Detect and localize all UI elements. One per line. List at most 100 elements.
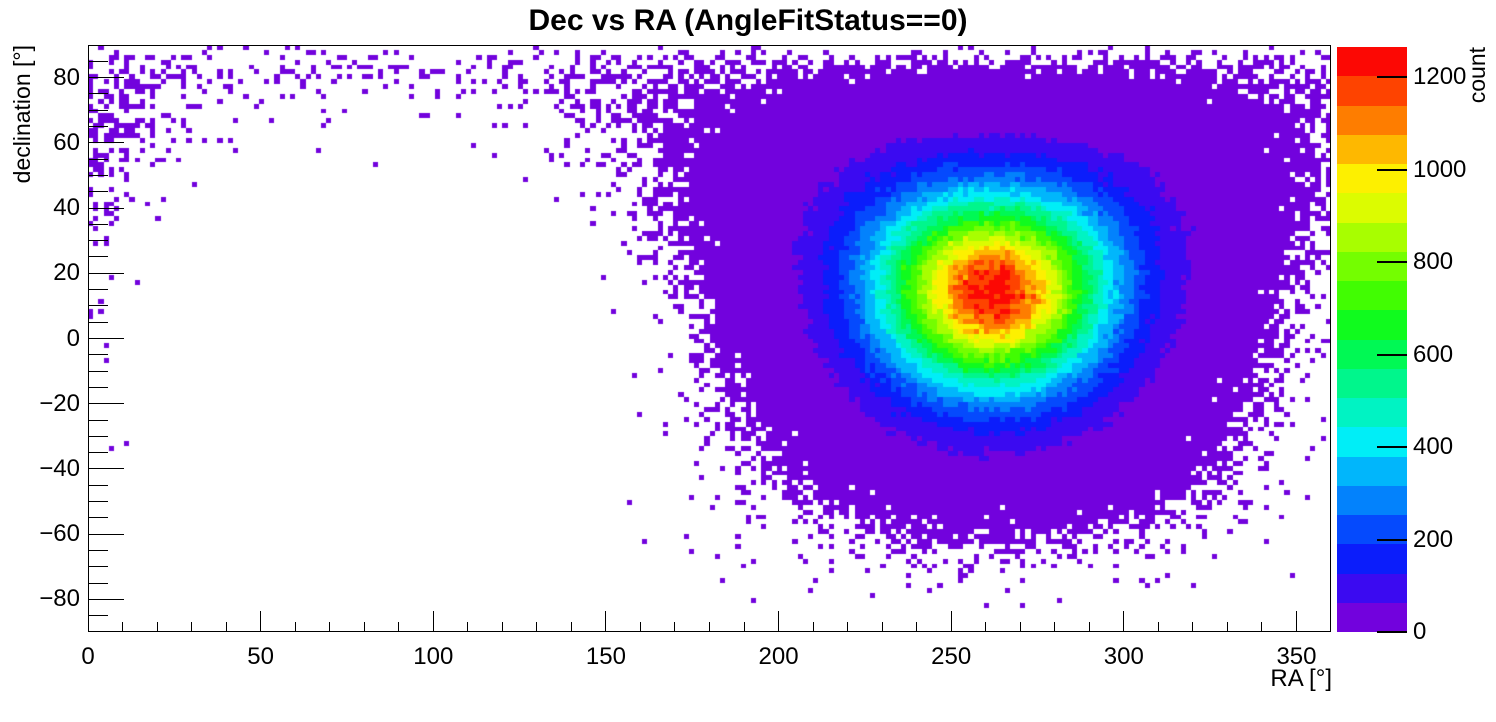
colorbar-tick [1377, 538, 1407, 541]
y-major-tick [88, 598, 124, 600]
x-minor-tick [1088, 622, 1090, 632]
colorbar-band [1337, 76, 1407, 106]
y-tick-label: −40 [39, 454, 80, 482]
x-minor-tick [881, 622, 883, 632]
plot-frame [88, 45, 1331, 632]
y-minor-tick [88, 321, 108, 323]
colorbar-band [1337, 223, 1407, 252]
y-minor-tick [88, 501, 108, 503]
y-major-tick [88, 403, 124, 405]
x-minor-tick [122, 622, 124, 632]
colorbar-band [1337, 369, 1407, 398]
colorbar-band [1337, 427, 1407, 457]
x-tick-label: 300 [1103, 643, 1144, 670]
colorbar-tick-label: 0 [1413, 618, 1427, 645]
x-axis-title: RA [°] [1270, 665, 1332, 692]
y-minor-tick [88, 566, 108, 568]
x-minor-tick [294, 622, 296, 632]
y-minor-tick [88, 419, 108, 421]
y-minor-tick [88, 256, 108, 258]
colorbar-band [1337, 603, 1407, 632]
colorbar-tick [1377, 446, 1407, 449]
x-major-tick [1123, 611, 1125, 632]
y-minor-tick [88, 452, 108, 454]
x-minor-tick [501, 622, 503, 632]
y-minor-tick [88, 240, 108, 242]
x-minor-tick [1192, 622, 1194, 632]
x-minor-tick [916, 622, 918, 632]
x-major-tick [950, 611, 952, 632]
y-minor-tick [88, 484, 108, 486]
x-minor-tick [1157, 622, 1159, 632]
y-tick-label: 0 [66, 324, 80, 352]
x-tick-label: 350 [1276, 643, 1317, 670]
x-minor-tick [536, 622, 538, 632]
x-minor-tick [985, 622, 987, 632]
colorbar-band [1337, 544, 1407, 574]
x-tick-label: 150 [585, 643, 626, 670]
colorbar-title: count [1464, 47, 1490, 104]
y-minor-tick [88, 158, 108, 160]
y-minor-tick [88, 93, 108, 95]
x-minor-tick [1261, 622, 1263, 632]
x-minor-tick [743, 622, 745, 632]
y-minor-tick [88, 354, 108, 356]
y-tick-label: −80 [39, 585, 80, 613]
y-tick-label: 20 [53, 259, 80, 287]
y-major-tick [88, 207, 124, 209]
histogram-heatmap [88, 45, 1331, 632]
x-tick-label: 200 [758, 643, 799, 670]
x-minor-tick [225, 622, 227, 632]
colorbar-tick-label: 400 [1413, 433, 1454, 461]
y-axis-title: declination [°] [9, 45, 35, 184]
y-minor-tick [88, 305, 108, 307]
y-major-tick [88, 533, 124, 535]
x-minor-tick [812, 622, 814, 632]
x-minor-tick [363, 622, 365, 632]
x-tick-label: 0 [81, 643, 95, 670]
colorbar [1337, 47, 1407, 632]
y-tick-label: 60 [53, 128, 80, 156]
y-minor-tick [88, 109, 108, 111]
x-minor-tick [847, 622, 849, 632]
y-minor-tick [88, 582, 108, 584]
colorbar-band [1337, 106, 1407, 135]
colorbar-tick-label: 200 [1413, 525, 1454, 553]
colorbar-band [1337, 135, 1407, 164]
colorbar-band [1337, 193, 1407, 223]
y-major-tick [88, 272, 124, 274]
y-minor-tick [88, 435, 108, 437]
y-major-tick [88, 338, 124, 339]
colorbar-tick [1377, 353, 1407, 356]
x-major-tick [605, 611, 607, 632]
y-minor-tick [88, 223, 108, 225]
colorbar-tick-label: 800 [1413, 248, 1454, 276]
colorbar-band [1337, 574, 1407, 603]
colorbar-band [1337, 486, 1407, 515]
x-minor-tick [674, 622, 676, 632]
x-minor-tick [191, 622, 193, 632]
colorbar-band [1337, 47, 1407, 76]
x-minor-tick [570, 622, 572, 632]
colorbar-band [1337, 310, 1407, 340]
colorbar-tick-label: 1200 [1413, 63, 1467, 91]
colorbar-band [1337, 457, 1407, 486]
x-major-tick [87, 611, 89, 632]
x-minor-tick [1226, 622, 1228, 632]
x-minor-tick [709, 622, 710, 632]
y-tick-label: −60 [39, 520, 80, 548]
y-tick-label: −20 [39, 389, 80, 417]
x-tick-label: 100 [413, 643, 454, 670]
y-major-tick [88, 468, 124, 470]
colorbar-tick [1377, 168, 1407, 171]
x-minor-tick [1019, 622, 1021, 632]
colorbar-band [1337, 398, 1407, 427]
y-major-tick [88, 77, 124, 79]
colorbar-tick [1377, 631, 1407, 633]
colorbar-band [1337, 281, 1407, 310]
plot-title: Dec vs RA (AngleFitStatus==0) [528, 4, 968, 37]
x-major-tick [778, 611, 780, 632]
x-major-tick [260, 611, 262, 632]
x-major-tick [432, 611, 434, 632]
